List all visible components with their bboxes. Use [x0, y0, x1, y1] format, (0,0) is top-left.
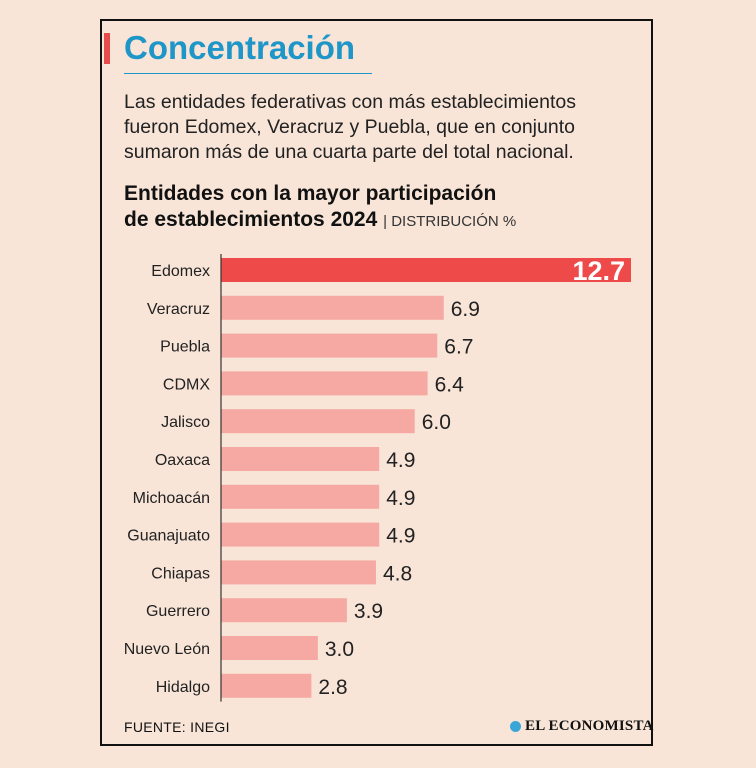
intro-line: Las entidades federativas con más establ…	[124, 91, 577, 113]
bar-1	[221, 258, 631, 282]
title-accent-bar	[104, 33, 110, 64]
value-label: 6.9	[451, 298, 480, 321]
value-label: 4.9	[386, 449, 415, 472]
intro-line: fueron Edomex, Veracruz y Puebla, que en…	[124, 116, 575, 138]
bar-2	[221, 295, 444, 320]
infographic-frame	[100, 19, 653, 746]
page-title: Concentración	[124, 29, 356, 66]
brand-name: EL ECONOMISTA	[525, 718, 654, 734]
value-label: 4.9	[386, 487, 415, 510]
chart-unit: | DISTRIBUCIÓN %	[383, 213, 517, 230]
value-label: 2.8	[318, 676, 347, 699]
bar-6	[221, 447, 380, 471]
intro-line: sumaron más de una cuarta parte del tota…	[124, 141, 574, 163]
category-label: Oaxaca	[155, 452, 210, 469]
value-label: 4.9	[386, 525, 415, 548]
value-label: 6.4	[435, 373, 465, 396]
category-label: CDMX	[163, 376, 210, 393]
bar-11	[221, 636, 318, 660]
category-label: Chiapas	[151, 565, 210, 582]
value-label: 12.7	[572, 256, 625, 286]
category-label: Veracruz	[147, 301, 210, 318]
title-underline	[124, 73, 372, 74]
chart-title: Entidades con la mayor participación de …	[124, 181, 516, 235]
value-label: 4.8	[383, 562, 412, 585]
bar-4	[221, 371, 428, 396]
category-label: Michoacán	[133, 490, 210, 507]
bar-8	[221, 522, 380, 547]
chart-title-line: de establecimientos 2024	[124, 208, 378, 231]
brand-logo: EL ECONOMISTA	[510, 718, 654, 735]
bar-9	[221, 560, 376, 585]
intro-text: Las entidades federativas con más establ…	[124, 90, 624, 165]
source-note: FUENTE: INEGI	[124, 719, 230, 735]
category-label: Edomex	[151, 263, 210, 280]
value-label: 6.7	[444, 336, 473, 359]
category-label: Hidalgo	[156, 679, 210, 696]
category-label: Puebla	[160, 339, 210, 356]
category-label: Guerrero	[146, 603, 210, 620]
value-label: 3.0	[325, 638, 354, 661]
bar-12	[221, 673, 312, 698]
category-label: Nuevo León	[124, 641, 210, 658]
bar-3	[221, 333, 438, 358]
value-label: 6.0	[422, 411, 451, 434]
el-economista-logo-icon	[510, 721, 521, 732]
bar-7	[221, 484, 380, 509]
category-label: Guanajuato	[127, 528, 210, 545]
bar-5	[221, 409, 415, 434]
value-label: 3.9	[354, 600, 383, 623]
bar-10	[221, 598, 347, 623]
chart-title-line: Entidades con la mayor participación	[124, 182, 497, 205]
category-label: Jalisco	[161, 414, 210, 431]
